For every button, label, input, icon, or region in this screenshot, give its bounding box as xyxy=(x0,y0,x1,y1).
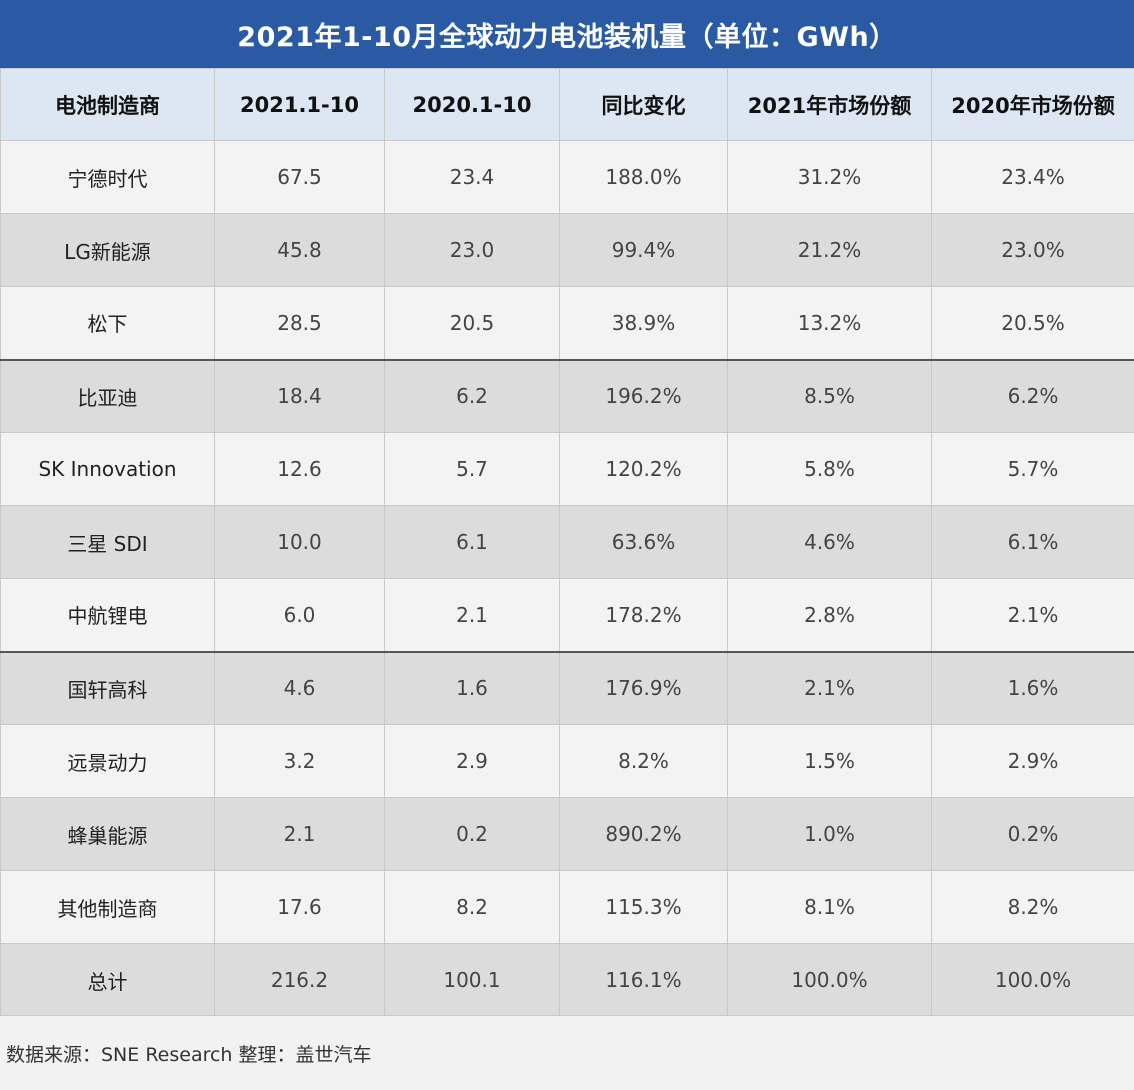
volume-2021-cell: 3.2 xyxy=(214,724,385,798)
header-2021-share: 2021年市场份额 xyxy=(727,68,932,141)
header-2020-volume: 2020.1-10 xyxy=(384,68,560,141)
manufacturer-cell: 国轩高科 xyxy=(0,650,215,725)
yoy-cell: 63.6% xyxy=(559,505,728,579)
volume-2021-cell: 28.5 xyxy=(214,286,385,360)
table-row: LG新能源 45.8 23.0 99.4% 21.2% 23.0% xyxy=(0,213,1134,287)
share-2020-cell: 6.1% xyxy=(931,505,1134,579)
share-2020-cell: 8.2% xyxy=(931,870,1134,944)
volume-2020-cell: 100.1 xyxy=(384,943,560,1017)
volume-2020-cell: 23.4 xyxy=(384,140,560,214)
volume-2020-cell: 23.0 xyxy=(384,213,560,287)
volume-2020-cell: 20.5 xyxy=(384,286,560,360)
yoy-cell: 38.9% xyxy=(559,286,728,360)
share-2020-cell: 2.9% xyxy=(931,724,1134,798)
share-2020-cell: 20.5% xyxy=(931,286,1134,360)
volume-2021-cell: 2.1 xyxy=(214,797,385,871)
yoy-cell: 890.2% xyxy=(559,797,728,871)
share-2021-cell: 8.1% xyxy=(727,870,932,944)
yoy-cell: 178.2% xyxy=(559,578,728,652)
volume-2020-cell: 1.6 xyxy=(384,650,560,725)
volume-2020-cell: 8.2 xyxy=(384,870,560,944)
share-2021-cell: 21.2% xyxy=(727,213,932,287)
table-row: 宁德时代 67.5 23.4 188.0% 31.2% 23.4% xyxy=(0,140,1134,214)
total-label-cell: 总计 xyxy=(0,943,215,1017)
header-row: 电池制造商 2021.1-10 2020.1-10 同比变化 2021年市场份额… xyxy=(0,68,1134,141)
volume-2021-cell: 67.5 xyxy=(214,140,385,214)
table-title: 2021年1-10月全球动力电池装机量（单位：GWh） xyxy=(0,0,1134,68)
manufacturer-cell: 宁德时代 xyxy=(0,140,215,214)
yoy-cell: 188.0% xyxy=(559,140,728,214)
total-row: 总计 216.2 100.1 116.1% 100.0% 100.0% xyxy=(0,943,1134,1017)
share-2021-cell: 5.8% xyxy=(727,432,932,506)
yoy-cell: 116.1% xyxy=(559,943,728,1017)
header-yoy-change: 同比变化 xyxy=(559,68,728,141)
yoy-cell: 99.4% xyxy=(559,213,728,287)
manufacturer-cell: 三星 SDI xyxy=(0,505,215,579)
volume-2021-cell: 18.4 xyxy=(214,358,385,433)
yoy-cell: 196.2% xyxy=(559,358,728,433)
share-2020-cell: 23.4% xyxy=(931,140,1134,214)
volume-2021-cell: 45.8 xyxy=(214,213,385,287)
volume-2020-cell: 0.2 xyxy=(384,797,560,871)
share-2020-cell: 0.2% xyxy=(931,797,1134,871)
table-row: 中航锂电 6.0 2.1 178.2% 2.8% 2.1% xyxy=(0,578,1134,652)
volume-2021-cell: 12.6 xyxy=(214,432,385,506)
share-2021-cell: 2.1% xyxy=(727,650,932,725)
volume-2020-cell: 5.7 xyxy=(384,432,560,506)
manufacturer-cell: 比亚迪 xyxy=(0,358,215,433)
table-row: 蜂巢能源 2.1 0.2 890.2% 1.0% 0.2% xyxy=(0,797,1134,871)
share-2021-cell: 8.5% xyxy=(727,358,932,433)
manufacturer-cell: 中航锂电 xyxy=(0,578,215,652)
share-2020-cell: 23.0% xyxy=(931,213,1134,287)
share-2021-cell: 1.5% xyxy=(727,724,932,798)
manufacturer-cell: SK Innovation xyxy=(0,432,215,506)
table-row: 比亚迪 18.4 6.2 196.2% 8.5% 6.2% xyxy=(0,358,1134,433)
share-2021-cell: 2.8% xyxy=(727,578,932,652)
manufacturer-cell: 蜂巢能源 xyxy=(0,797,215,871)
table-row: 松下 28.5 20.5 38.9% 13.2% 20.5% xyxy=(0,286,1134,360)
table-row: 远景动力 3.2 2.9 8.2% 1.5% 2.9% xyxy=(0,724,1134,798)
table-row: 其他制造商 17.6 8.2 115.3% 8.1% 8.2% xyxy=(0,870,1134,944)
share-2020-cell: 2.1% xyxy=(931,578,1134,652)
share-2021-cell: 100.0% xyxy=(727,943,932,1017)
header-2020-share: 2020年市场份额 xyxy=(931,68,1134,141)
volume-2020-cell: 6.1 xyxy=(384,505,560,579)
table-row: 三星 SDI 10.0 6.1 63.6% 4.6% 6.1% xyxy=(0,505,1134,579)
manufacturer-cell: 松下 xyxy=(0,286,215,360)
manufacturer-cell: 其他制造商 xyxy=(0,870,215,944)
battery-installation-table: 电池制造商 2021.1-10 2020.1-10 同比变化 2021年市场份额… xyxy=(0,68,1134,1017)
volume-2020-cell: 6.2 xyxy=(384,358,560,433)
header-2021-volume: 2021.1-10 xyxy=(214,68,385,141)
table-row: SK Innovation 12.6 5.7 120.2% 5.8% 5.7% xyxy=(0,432,1134,506)
share-2020-cell: 6.2% xyxy=(931,358,1134,433)
volume-2021-cell: 4.6 xyxy=(214,650,385,725)
share-2021-cell: 13.2% xyxy=(727,286,932,360)
table-row: 国轩高科 4.6 1.6 176.9% 2.1% 1.6% xyxy=(0,650,1134,725)
yoy-cell: 120.2% xyxy=(559,432,728,506)
volume-2021-cell: 216.2 xyxy=(214,943,385,1017)
volume-2020-cell: 2.9 xyxy=(384,724,560,798)
volume-2021-cell: 17.6 xyxy=(214,870,385,944)
share-2021-cell: 1.0% xyxy=(727,797,932,871)
yoy-cell: 115.3% xyxy=(559,870,728,944)
volume-2021-cell: 6.0 xyxy=(214,578,385,652)
yoy-cell: 176.9% xyxy=(559,650,728,725)
share-2021-cell: 31.2% xyxy=(727,140,932,214)
share-2020-cell: 100.0% xyxy=(931,943,1134,1017)
volume-2020-cell: 2.1 xyxy=(384,578,560,652)
manufacturer-cell: 远景动力 xyxy=(0,724,215,798)
yoy-cell: 8.2% xyxy=(559,724,728,798)
header-manufacturer: 电池制造商 xyxy=(0,68,215,141)
source-note: 数据来源：SNE Research 整理：盖世汽车 xyxy=(0,1015,1134,1090)
manufacturer-cell: LG新能源 xyxy=(0,213,215,287)
share-2020-cell: 1.6% xyxy=(931,650,1134,725)
share-2021-cell: 4.6% xyxy=(727,505,932,579)
share-2020-cell: 5.7% xyxy=(931,432,1134,506)
volume-2021-cell: 10.0 xyxy=(214,505,385,579)
